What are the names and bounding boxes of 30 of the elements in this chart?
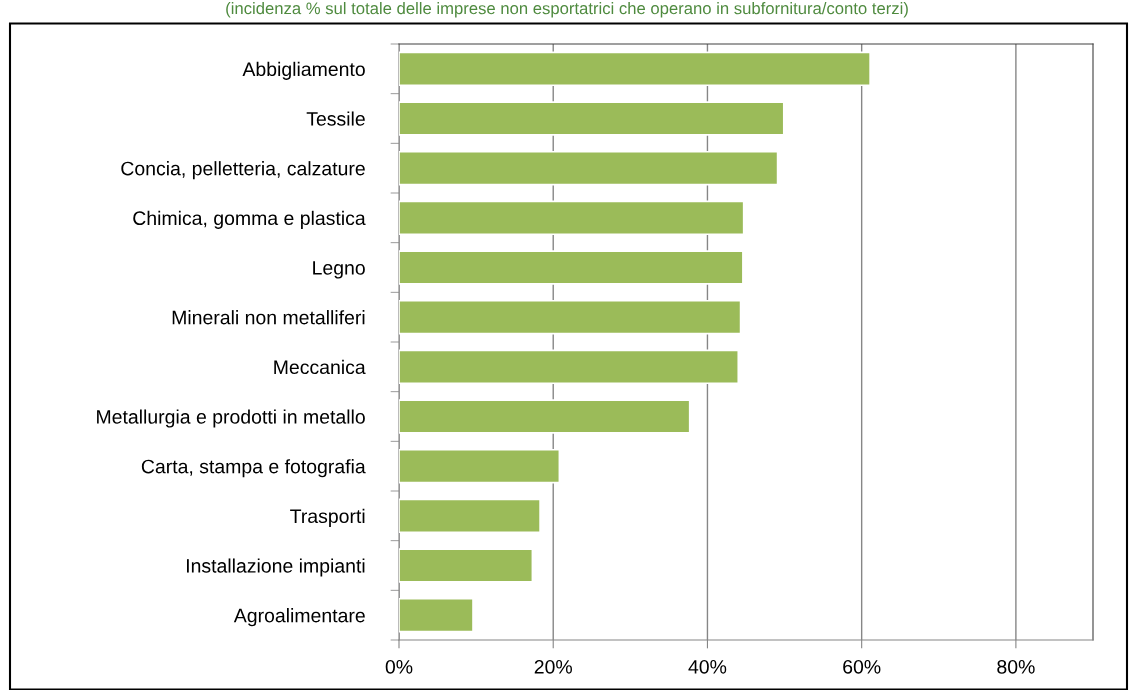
x-tick-label: 40% — [688, 659, 727, 674]
y-tick-label: Installazione impianti — [186, 558, 365, 577]
y-tick-label: Trasporti — [290, 508, 365, 527]
bar — [399, 349, 740, 385]
y-tick-label: Meccanica — [274, 359, 366, 375]
y-tick-label: Tessile — [306, 111, 365, 126]
x-tick-label: 0% — [385, 659, 413, 674]
bar — [399, 498, 541, 534]
y-tick-label: Metallurgia e prodotti in metallo — [97, 409, 365, 428]
x-tick-label: 60% — [843, 659, 881, 674]
bar — [399, 101, 785, 136]
bar — [399, 51, 871, 87]
bar — [399, 448, 561, 484]
y-tick-label: Concia, pelletteria, calzature — [121, 161, 365, 180]
x-tick-label: 80% — [997, 659, 1035, 674]
y-tick-label: Agroalimentare — [233, 608, 365, 627]
y-tick-label: Minerali non metalliferi — [172, 310, 365, 325]
chart-subtitle: (incidenza % sul totale delle imprese non esportatrici che operano in subfornitura/conto terzi) — [226, 2, 908, 18]
bar — [399, 548, 534, 583]
bar — [399, 150, 779, 186]
bar — [399, 250, 744, 285]
y-tick-label: Chimica, gomma e plastica — [133, 210, 366, 229]
bar — [399, 200, 745, 236]
bar — [399, 399, 691, 434]
y-tick-label: Legno — [313, 261, 365, 279]
y-tick-label: Carta, stampa e fotografia — [141, 459, 366, 478]
bar — [399, 597, 474, 633]
y-tick-label: Abbigliamento — [242, 61, 365, 80]
bar — [399, 299, 742, 335]
x-tick-label: 20% — [534, 659, 572, 674]
